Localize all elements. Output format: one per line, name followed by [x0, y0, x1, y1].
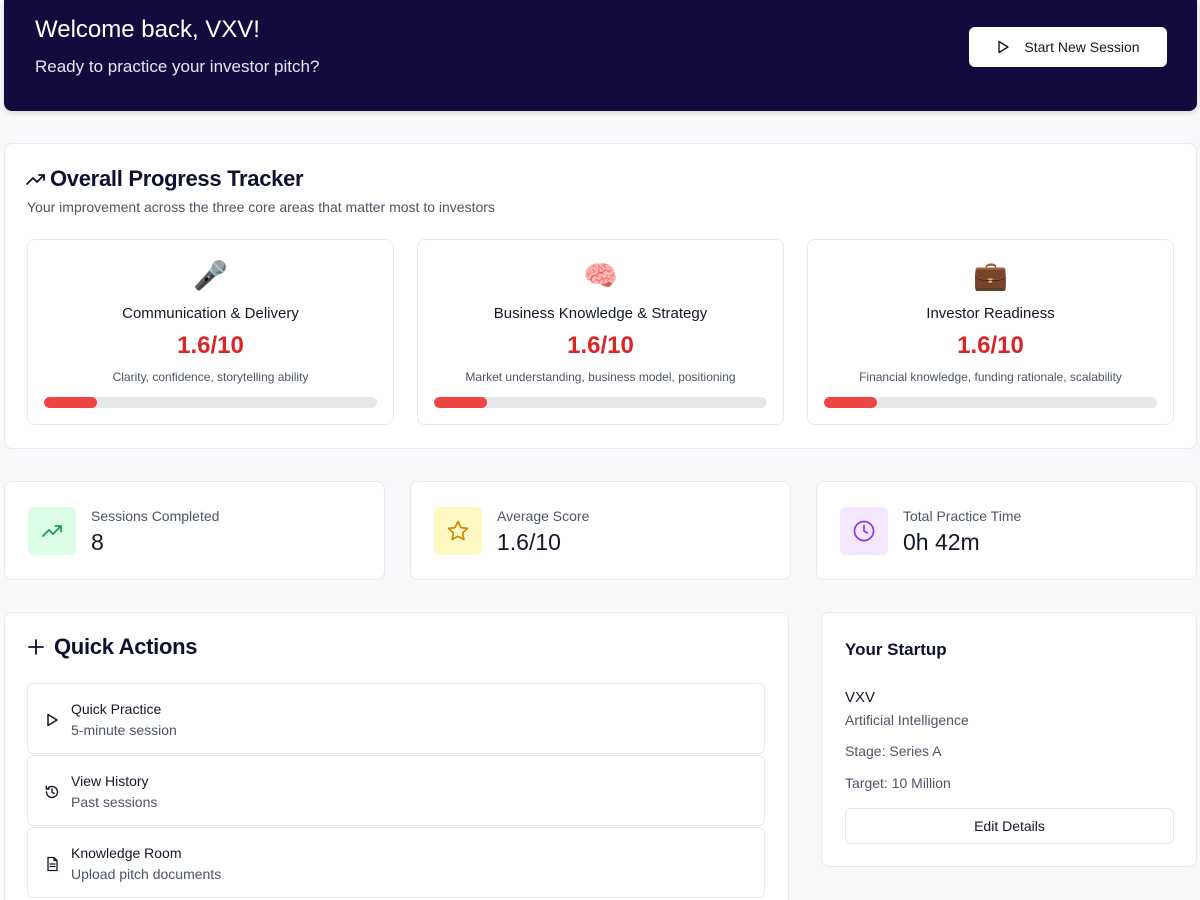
welcome-banner: Welcome back, VXV! Ready to practice you… — [4, 0, 1197, 111]
metric-score: 1.6/10 — [567, 332, 634, 359]
stat-value: 0h 42m — [903, 529, 980, 555]
progress-tracker-title: Overall Progress Tracker — [50, 166, 304, 191]
clock-icon — [840, 507, 888, 555]
metric-card-communication: 🎤 Communication & Delivery 1.6/10 Clarit… — [27, 239, 394, 425]
metric-title: Investor Readiness — [926, 305, 1055, 322]
startup-target: Target: 10 Million — [845, 775, 951, 791]
plus-icon — [28, 639, 44, 655]
stat-card-practice-time: Total Practice Time 0h 42m — [816, 481, 1197, 580]
welcome-subtitle: Ready to practice your investor pitch? — [35, 57, 320, 76]
metric-progress-bar — [44, 397, 377, 408]
metric-card-business: 🧠 Business Knowledge & Strategy 1.6/10 M… — [417, 239, 784, 425]
stat-card-average-score: Average Score 1.6/10 — [410, 481, 791, 580]
metric-progress-fill — [434, 397, 488, 408]
stat-label: Sessions Completed — [91, 508, 220, 524]
brain-icon: 🧠 — [583, 260, 618, 291]
startup-name: VXV — [845, 689, 876, 706]
metric-progress-fill — [44, 397, 98, 408]
quick-action-title: Quick Practice — [71, 701, 162, 717]
quick-action-quick-practice[interactable]: Quick Practice 5-minute session — [27, 683, 765, 754]
metric-score: 1.6/10 — [957, 332, 1024, 359]
stat-card-sessions: Sessions Completed 8 — [4, 481, 385, 580]
metric-title: Business Knowledge & Strategy — [493, 305, 708, 322]
microphone-icon: 🎤 — [193, 260, 228, 291]
progress-tracker-subtitle: Your improvement across the three core a… — [27, 199, 495, 215]
edit-details-button[interactable]: Edit Details — [845, 808, 1174, 844]
welcome-title: Welcome back, VXV! — [35, 16, 260, 43]
quick-action-knowledge-room[interactable]: Knowledge Room Upload pitch documents — [27, 827, 765, 898]
metric-description: Clarity, confidence, storytelling abilit… — [112, 370, 309, 384]
document-icon — [47, 856, 58, 872]
stat-label: Average Score — [497, 508, 590, 524]
star-icon — [434, 507, 482, 555]
metric-card-investor: 💼 Investor Readiness 1.6/10 Financial kn… — [807, 239, 1174, 425]
metric-score: 1.6/10 — [177, 332, 244, 359]
metric-description: Market understanding, business model, po… — [465, 370, 736, 384]
trending-up-icon — [26, 174, 45, 185]
play-icon — [998, 40, 1010, 54]
start-new-session-label: Start New Session — [1024, 39, 1140, 55]
quick-action-title: View History — [71, 773, 149, 789]
startup-industry: Artificial Intelligence — [845, 712, 969, 728]
quick-action-subtitle: 5-minute session — [71, 722, 177, 738]
metric-description: Financial knowledge, funding rationale, … — [859, 370, 1122, 384]
briefcase-icon: 💼 — [973, 260, 1008, 291]
trending-up-icon — [28, 507, 76, 555]
stat-label: Total Practice Time — [903, 508, 1022, 524]
stat-value: 8 — [91, 529, 104, 555]
metric-progress-bar — [824, 397, 1157, 408]
startup-card-title: Your Startup — [845, 640, 947, 659]
history-icon — [45, 785, 59, 799]
play-icon — [47, 713, 58, 727]
quick-action-subtitle: Upload pitch documents — [71, 866, 222, 882]
quick-action-view-history[interactable]: View History Past sessions — [27, 755, 765, 826]
metric-title: Communication & Delivery — [122, 305, 299, 322]
stat-value: 1.6/10 — [497, 529, 561, 555]
quick-action-title: Knowledge Room — [71, 845, 182, 861]
metric-progress-fill — [824, 397, 878, 408]
quick-action-subtitle: Past sessions — [71, 794, 158, 810]
metric-progress-bar — [434, 397, 767, 408]
quick-actions-title: Quick Actions — [54, 634, 198, 659]
startup-stage: Stage: Series A — [845, 743, 942, 759]
start-new-session-button[interactable]: Start New Session — [969, 27, 1167, 67]
